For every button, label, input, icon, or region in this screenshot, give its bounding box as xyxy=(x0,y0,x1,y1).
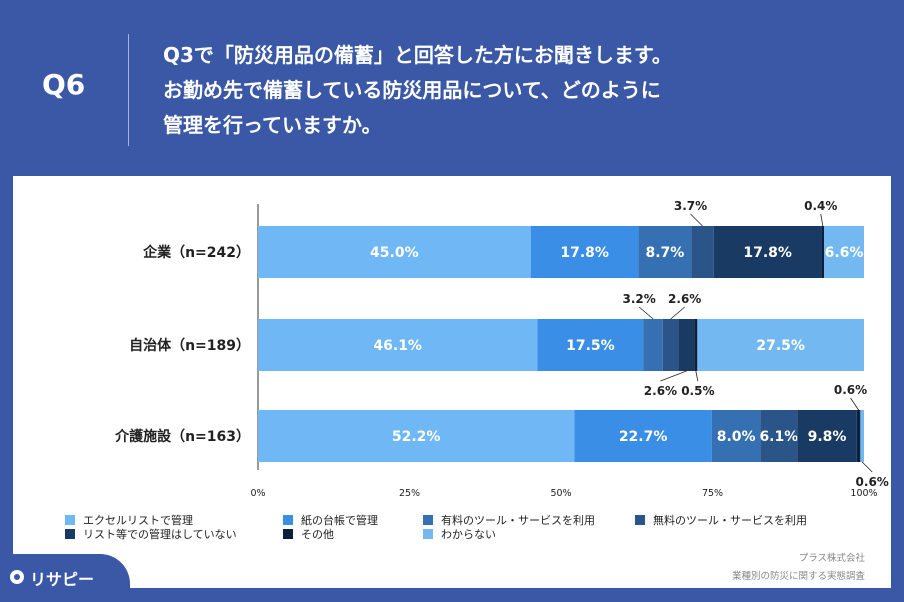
bar-segment xyxy=(711,410,761,462)
legend-label: リスト等での管理はしていない xyxy=(83,528,237,541)
question-line: Q3で「防災用品の備蓄」と回答した方にお聞きします。 xyxy=(163,43,672,67)
x-tick-label: 100% xyxy=(850,488,877,499)
legend-label: 無料のツール・サービスを利用 xyxy=(653,514,807,527)
data-label-leader xyxy=(695,370,699,382)
legend-label: 有料のツール・サービスを利用 xyxy=(441,514,595,527)
data-label: 17.5% xyxy=(566,338,615,354)
data-label: 17.8% xyxy=(560,245,609,261)
data-label: 3.2% xyxy=(622,292,655,306)
category-label: 企業（n=242） xyxy=(142,244,250,261)
category-label: 介護施設（n=163） xyxy=(114,428,250,445)
data-label: 27.5% xyxy=(756,338,805,354)
legend-item: 無料のツール・サービスを利用 xyxy=(635,514,807,528)
bar-segment xyxy=(638,226,692,278)
data-label: 0.4% xyxy=(804,199,837,213)
pin-icon xyxy=(10,570,24,584)
bar-segment xyxy=(662,319,679,371)
bar-segment xyxy=(537,319,644,371)
question-line: お勤め先で備蓄している防災用品について、どのように xyxy=(163,78,661,102)
legend-item: エクセルリストで管理 xyxy=(65,514,193,528)
legend-swatch xyxy=(283,515,293,525)
data-label: 2.6% xyxy=(644,384,677,398)
data-label: 6.6% xyxy=(825,245,864,261)
legend-item: 紙の台帳で管理 xyxy=(283,514,378,528)
stacked-bar-chart: 0% 25% 50% 75% 100% 企業（n=242） 自治体（n=189） 介護施設（n… xyxy=(114,199,889,499)
data-label-leader xyxy=(638,306,654,320)
bar-segment xyxy=(258,226,531,278)
data-label: 8.7% xyxy=(646,245,685,261)
data-label: 6.1% xyxy=(759,429,798,445)
legend-label: 紙の台帳で管理 xyxy=(301,514,378,527)
data-label-leader xyxy=(850,397,859,411)
legend-swatch xyxy=(423,515,433,525)
bar-segment xyxy=(856,410,861,462)
bar-segment xyxy=(678,319,695,371)
data-label-leader xyxy=(820,213,824,227)
legend-swatch xyxy=(635,515,645,525)
legend-label: わからない xyxy=(441,528,496,541)
bar-segment xyxy=(760,410,798,462)
bar-segment xyxy=(821,226,825,278)
legend-swatch xyxy=(65,515,75,525)
brand-logo: リサピー xyxy=(0,554,130,602)
legend-label: その他 xyxy=(301,528,334,541)
bar-segment xyxy=(860,410,864,462)
bar-segment xyxy=(258,410,575,462)
data-label-leader xyxy=(670,306,685,320)
chart-panel: 0% 25% 50% 75% 100% 企業（n=242） 自治体（n=189） 介護施設（n… xyxy=(13,176,891,588)
data-label: 0.5% xyxy=(681,384,714,398)
data-label: 3.7% xyxy=(674,199,707,213)
category-label: 自治体（n=189） xyxy=(129,337,250,354)
question-number: Q6 xyxy=(42,68,86,101)
bar-segment xyxy=(694,319,698,371)
x-tick-label: 0% xyxy=(250,488,265,499)
data-label-leader xyxy=(861,461,873,473)
data-label: 46.1% xyxy=(373,338,422,354)
bar-segment xyxy=(643,319,663,371)
x-tick-label: 75% xyxy=(702,488,723,499)
bar-segment xyxy=(691,226,714,278)
data-label: 52.2% xyxy=(392,429,441,445)
source-note: プラス株式会社 業種別の防災に関する実態調査 xyxy=(732,550,865,586)
data-label: 8.0% xyxy=(717,429,756,445)
bar-segment xyxy=(824,226,864,278)
data-label: 0.6% xyxy=(834,383,867,397)
legend-item: その他 xyxy=(283,528,334,542)
legend-item: 有料のツール・サービスを利用 xyxy=(423,514,595,528)
header-divider xyxy=(128,34,129,146)
data-label: 2.6% xyxy=(668,292,701,306)
legend-label: エクセルリストで管理 xyxy=(83,514,193,527)
question-text: Q3で「防災用品の備蓄」と回答した方にお聞きします。 お勤め先で備蓄している防災… xyxy=(163,38,883,143)
data-label-leader xyxy=(690,213,703,227)
logo-text: リサピー xyxy=(30,570,95,589)
bar-segment xyxy=(530,226,639,278)
legend-swatch xyxy=(283,529,293,539)
source-company: プラス株式会社 xyxy=(798,553,865,564)
legend-item: リスト等での管理はしていない xyxy=(65,528,237,542)
bar-segment xyxy=(258,319,538,371)
legend-item: わからない xyxy=(423,528,496,542)
bar-segment xyxy=(713,226,822,278)
x-tick-label: 25% xyxy=(399,488,420,499)
x-tick-label: 50% xyxy=(550,488,571,499)
data-label: 17.8% xyxy=(743,245,792,261)
bar-segment xyxy=(574,410,712,462)
data-label: 22.7% xyxy=(619,429,668,445)
source-survey: 業種別の防災に関する実態調査 xyxy=(731,571,865,582)
data-label: 45.0% xyxy=(370,245,419,261)
question-line: 管理を行っていますか。 xyxy=(163,113,382,137)
data-label: 9.8% xyxy=(808,429,847,445)
data-label-leader xyxy=(660,370,687,382)
data-label: 0.6% xyxy=(856,475,889,489)
bar-segment xyxy=(697,319,864,371)
bar-segment xyxy=(797,410,857,462)
legend-swatch xyxy=(423,529,433,539)
legend-swatch xyxy=(65,529,75,539)
